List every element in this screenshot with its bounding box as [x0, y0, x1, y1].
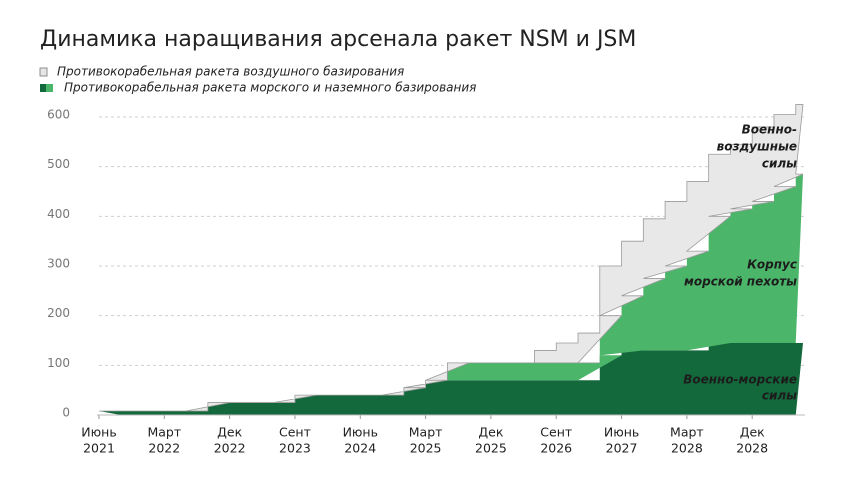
- x-tick-label: Сент: [540, 425, 572, 440]
- area: [99, 342, 803, 415]
- legend-label: Противокорабельная ракета воздушного баз…: [57, 65, 404, 79]
- x-tick-label: Дек: [740, 425, 765, 440]
- x-tick-label: Сент: [279, 425, 311, 440]
- x-tick-label: Март: [147, 425, 181, 440]
- x-tick-label: 2028: [736, 441, 768, 456]
- area: [99, 104, 804, 412]
- x-tick-label: Июнь: [604, 425, 639, 440]
- area-label: воздушные: [717, 140, 797, 154]
- area-label: Военно-морские: [683, 373, 797, 387]
- x-tick-label: 2025: [410, 441, 442, 456]
- y-tick-label: 300: [47, 257, 70, 271]
- x-tick-label: 2027: [606, 441, 638, 456]
- area-label: силы: [762, 157, 797, 171]
- y-tick-label: 200: [47, 306, 70, 320]
- y-tick-label: 400: [47, 207, 70, 221]
- x-tick-label: 2024: [344, 441, 376, 456]
- chart-title: Динамика наращивания арсенала ракет NSM …: [40, 27, 636, 52]
- x-tick-label: Июнь: [81, 425, 116, 440]
- area-label: морской пехоты: [684, 275, 797, 289]
- x-tick-label: 2025: [475, 441, 507, 456]
- area-label: силы: [762, 389, 797, 403]
- x-tick-label: Дек: [478, 425, 503, 440]
- x-tick-label: Дек: [217, 425, 242, 440]
- legend-swatch: [40, 84, 47, 92]
- y-tick-label: 0: [62, 406, 70, 420]
- x-tick-label: 2022: [148, 441, 180, 456]
- legend-swatch: [46, 84, 53, 92]
- y-tick-label: 500: [47, 157, 70, 171]
- x-tick-label: Июнь: [343, 425, 378, 440]
- x-tick-label: 2026: [540, 441, 572, 456]
- legend-swatch: [39, 67, 48, 77]
- x-tick-label: 2028: [671, 441, 703, 456]
- area: [99, 174, 803, 412]
- area-label: Военно-: [742, 123, 797, 137]
- legend-label: Противокорабельная ракета морского и наз…: [64, 81, 476, 95]
- x-tick-label: Март: [409, 425, 443, 440]
- area-label: Корпус: [747, 258, 797, 272]
- x-tick-label: 2021: [83, 441, 115, 456]
- y-tick-label: 100: [47, 356, 70, 370]
- y-tick-label: 600: [47, 108, 70, 122]
- x-tick-label: 2022: [214, 441, 246, 456]
- x-tick-label: Март: [670, 425, 704, 440]
- x-tick-label: 2023: [279, 441, 311, 456]
